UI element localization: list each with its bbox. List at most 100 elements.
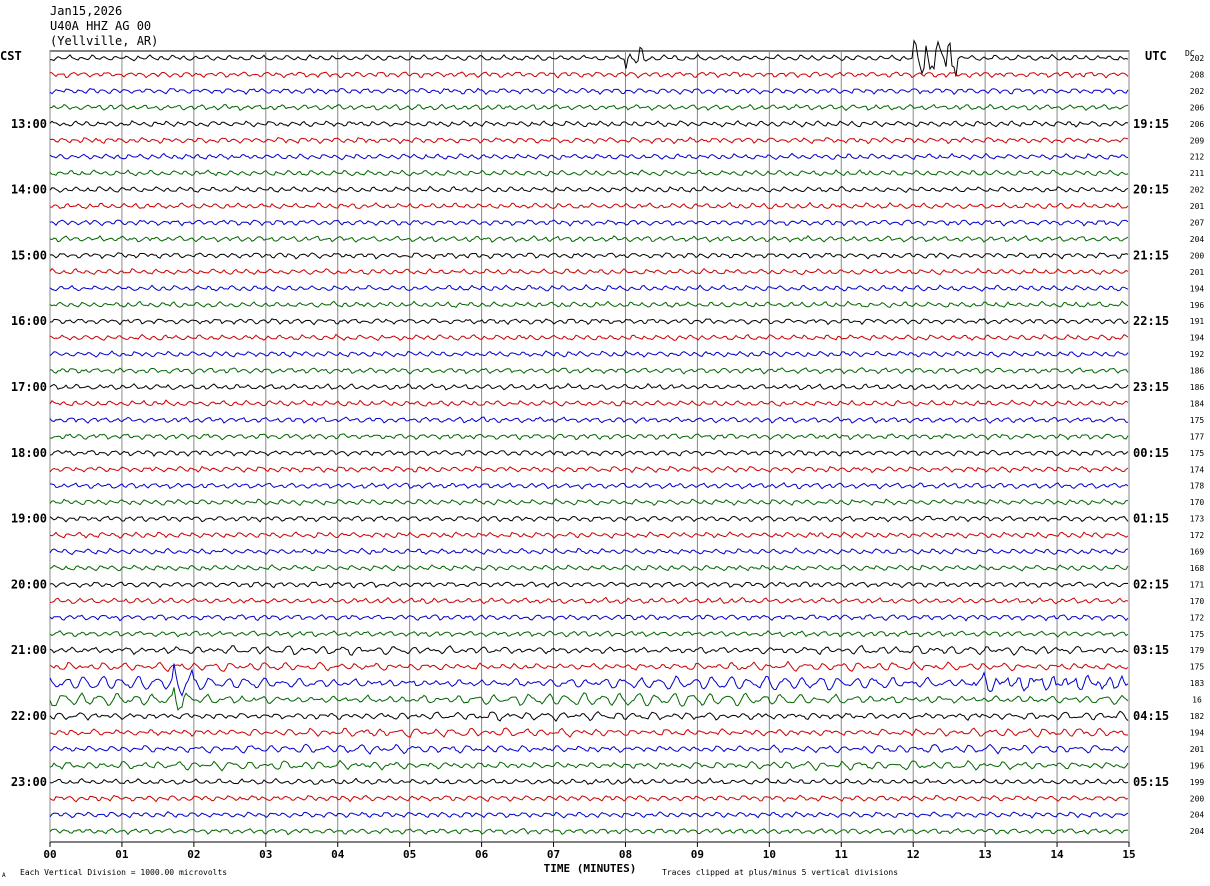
trace-line bbox=[49, 399, 1129, 407]
trace-line bbox=[49, 759, 1129, 772]
dc-offset-label: 206 bbox=[1190, 120, 1205, 129]
left-time-label: 14:00 bbox=[11, 183, 47, 197]
right-time-label: 04:15 bbox=[1133, 709, 1169, 723]
dc-offset-label: 204 bbox=[1190, 811, 1205, 820]
header-date: Jan15,2026 bbox=[50, 4, 123, 18]
trace-line bbox=[50, 433, 1129, 441]
left-zone-label: CST bbox=[0, 49, 22, 63]
x-tick-label-04: 04 bbox=[331, 848, 345, 861]
plot-frame bbox=[49, 50, 1130, 843]
trace-line bbox=[49, 382, 1129, 391]
right-time-label: 23:15 bbox=[1133, 380, 1169, 394]
x-axis-label: TIME (MINUTES) bbox=[544, 862, 637, 875]
dc-offset-label: 170 bbox=[1190, 498, 1205, 507]
trace-line bbox=[49, 103, 1129, 112]
trace-line bbox=[49, 465, 1129, 474]
dc-offset-label: 212 bbox=[1190, 153, 1205, 162]
trace-line bbox=[49, 318, 1129, 326]
trace-line bbox=[49, 350, 1129, 358]
dc-offset-label: 174 bbox=[1190, 465, 1205, 474]
dc-offset-label: 194 bbox=[1190, 334, 1205, 343]
dc-offset-label: 192 bbox=[1190, 350, 1205, 359]
x-tick-label-09: 09 bbox=[691, 848, 704, 861]
dc-offset-label: 200 bbox=[1190, 251, 1205, 260]
x-tick-label-08: 08 bbox=[619, 848, 632, 861]
trace-line bbox=[49, 152, 1129, 161]
trace-line bbox=[49, 498, 1128, 506]
trace-line bbox=[49, 564, 1129, 572]
x-tick-label-15: 15 bbox=[1122, 848, 1135, 861]
trace-line bbox=[49, 827, 1129, 836]
dc-header-label: DC bbox=[1185, 49, 1195, 58]
dc-offset-label: 186 bbox=[1190, 367, 1205, 376]
right-time-label: 01:15 bbox=[1133, 512, 1169, 526]
corner-mark: A bbox=[2, 872, 6, 879]
dc-offset-label: 175 bbox=[1190, 630, 1205, 639]
trace-line bbox=[49, 596, 1129, 605]
trace-line bbox=[49, 449, 1129, 457]
dc-offset-label: 207 bbox=[1190, 219, 1205, 228]
dc-offset-label: 211 bbox=[1190, 169, 1205, 178]
trace-line bbox=[49, 87, 1129, 96]
dc-offset-label: 194 bbox=[1190, 284, 1205, 293]
left-time-label: 22:00 bbox=[11, 709, 47, 723]
trace-line bbox=[49, 663, 1129, 697]
x-tick-label-11: 11 bbox=[835, 848, 849, 861]
trace-line bbox=[49, 613, 1129, 622]
right-time-label: 00:15 bbox=[1133, 446, 1169, 460]
right-time-label: 02:15 bbox=[1133, 577, 1169, 591]
trace-line bbox=[49, 547, 1129, 556]
dc-offset-label: 178 bbox=[1190, 482, 1205, 491]
dc-offset-label: 168 bbox=[1190, 564, 1205, 573]
trace-line bbox=[49, 743, 1129, 755]
dc-offset-label: 175 bbox=[1190, 663, 1205, 672]
dc-offset-label: 204 bbox=[1190, 827, 1205, 836]
right-time-label: 21:15 bbox=[1133, 248, 1169, 262]
x-tick-label-06: 06 bbox=[475, 848, 489, 861]
dc-offset-label: 171 bbox=[1190, 580, 1205, 589]
dc-offset-label: 209 bbox=[1190, 136, 1205, 145]
x-tick-label-10: 10 bbox=[763, 848, 776, 861]
dc-offset-label: 202 bbox=[1190, 54, 1205, 63]
scale-note: Each Vertical Division = 1000.00 microvo… bbox=[20, 868, 227, 877]
dc-offset-label: 173 bbox=[1190, 515, 1205, 524]
x-tick-label-14: 14 bbox=[1050, 848, 1064, 861]
right-time-label: 03:15 bbox=[1133, 643, 1169, 657]
left-time-label: 19:00 bbox=[11, 512, 47, 526]
trace-line bbox=[49, 333, 1129, 342]
trace-line bbox=[49, 169, 1129, 177]
x-tick-label-03: 03 bbox=[259, 848, 272, 861]
dc-offset-label: 202 bbox=[1190, 186, 1205, 195]
trace-line bbox=[49, 252, 1129, 260]
trace-line bbox=[49, 185, 1129, 194]
dc-offset-label: 172 bbox=[1190, 613, 1205, 622]
dc-offset-label: 201 bbox=[1190, 745, 1205, 754]
dc-offset-label: 202 bbox=[1190, 87, 1205, 96]
dc-offset-label: 172 bbox=[1190, 531, 1205, 540]
trace-line bbox=[49, 120, 1129, 128]
x-tick-label-01: 01 bbox=[115, 848, 129, 861]
left-time-label: 23:00 bbox=[11, 775, 47, 789]
right-time-label: 19:15 bbox=[1133, 117, 1169, 131]
trace-line bbox=[49, 794, 1129, 803]
dc-offset-label: 206 bbox=[1190, 103, 1205, 112]
x-tick-label-02: 02 bbox=[187, 848, 200, 861]
left-time-label: 17:00 bbox=[11, 380, 47, 394]
trace-line bbox=[49, 136, 1129, 145]
trace-line bbox=[49, 710, 1129, 722]
trace-line bbox=[49, 300, 1129, 309]
clip-note: Traces clipped at plus/minus 5 vertical … bbox=[662, 868, 898, 877]
dc-offset-label: 194 bbox=[1190, 728, 1205, 737]
header-location: (Yellville, AR) bbox=[50, 34, 159, 48]
left-time-label: 16:00 bbox=[11, 314, 47, 328]
dc-offset-label: 182 bbox=[1190, 712, 1205, 721]
dc-offset-label: 196 bbox=[1190, 301, 1205, 310]
trace-line bbox=[49, 284, 1129, 292]
dc-offset-label: 201 bbox=[1190, 268, 1205, 277]
x-tick-label-00: 00 bbox=[43, 848, 56, 861]
trace-line bbox=[49, 581, 1129, 589]
trace-line bbox=[49, 531, 1129, 539]
trace-line bbox=[49, 687, 1129, 711]
header-station: U40A HHZ AG 00 bbox=[50, 19, 152, 33]
